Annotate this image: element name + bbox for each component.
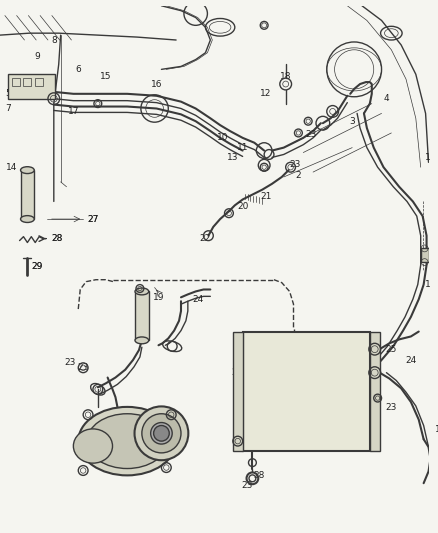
Text: 28: 28: [254, 471, 265, 480]
Text: 10: 10: [217, 133, 229, 142]
Text: 28: 28: [51, 234, 63, 243]
Ellipse shape: [87, 414, 167, 469]
Text: 17: 17: [67, 107, 79, 116]
Text: 23: 23: [78, 364, 89, 372]
Text: 21: 21: [261, 192, 272, 201]
Text: 22: 22: [200, 234, 211, 243]
Text: 24: 24: [192, 295, 203, 304]
Bar: [135, 292, 149, 341]
Bar: [24, 78, 31, 86]
Ellipse shape: [78, 407, 176, 475]
Ellipse shape: [135, 337, 149, 344]
Text: 23: 23: [305, 131, 317, 140]
Text: 6: 6: [75, 65, 81, 74]
Text: 8: 8: [51, 36, 57, 45]
Text: 1: 1: [435, 425, 438, 434]
Text: 29: 29: [32, 262, 43, 271]
Text: 23: 23: [242, 481, 253, 490]
Bar: [370, 332, 380, 451]
Text: 25: 25: [385, 345, 397, 354]
Text: 16: 16: [151, 79, 162, 88]
Ellipse shape: [142, 414, 181, 453]
Bar: [8, 74, 55, 99]
Ellipse shape: [21, 216, 34, 222]
Text: 26: 26: [231, 368, 243, 377]
Ellipse shape: [134, 406, 188, 460]
Text: 15: 15: [100, 72, 111, 80]
Bar: [420, 248, 428, 262]
Text: 24: 24: [405, 357, 417, 366]
Text: 1: 1: [425, 153, 431, 162]
Text: 4: 4: [384, 94, 389, 103]
Bar: [233, 332, 243, 451]
Ellipse shape: [151, 423, 172, 444]
Text: 11: 11: [237, 143, 248, 152]
Text: 7: 7: [5, 104, 11, 113]
Text: 23: 23: [290, 160, 301, 169]
Text: 9: 9: [34, 52, 40, 61]
Text: 20: 20: [237, 202, 248, 211]
Text: 1: 1: [425, 280, 431, 289]
Text: 14: 14: [6, 163, 18, 172]
Ellipse shape: [135, 288, 149, 295]
Bar: [12, 78, 20, 86]
Text: 13: 13: [227, 153, 239, 162]
Text: 27: 27: [87, 215, 99, 223]
Text: 23: 23: [385, 403, 397, 413]
Ellipse shape: [74, 429, 113, 463]
Text: 28: 28: [51, 234, 63, 243]
Text: 23: 23: [65, 358, 76, 367]
Text: 18: 18: [280, 72, 291, 80]
Bar: [35, 78, 43, 86]
Text: 5: 5: [5, 90, 11, 98]
Text: 19: 19: [153, 293, 164, 302]
Text: 2: 2: [296, 171, 301, 180]
Text: 12: 12: [261, 90, 272, 98]
Circle shape: [154, 425, 169, 441]
Ellipse shape: [21, 167, 34, 174]
Text: 29: 29: [32, 262, 43, 271]
Text: 3: 3: [350, 117, 355, 126]
Bar: [21, 170, 34, 219]
Bar: [243, 332, 370, 451]
Text: 27: 27: [87, 215, 99, 223]
